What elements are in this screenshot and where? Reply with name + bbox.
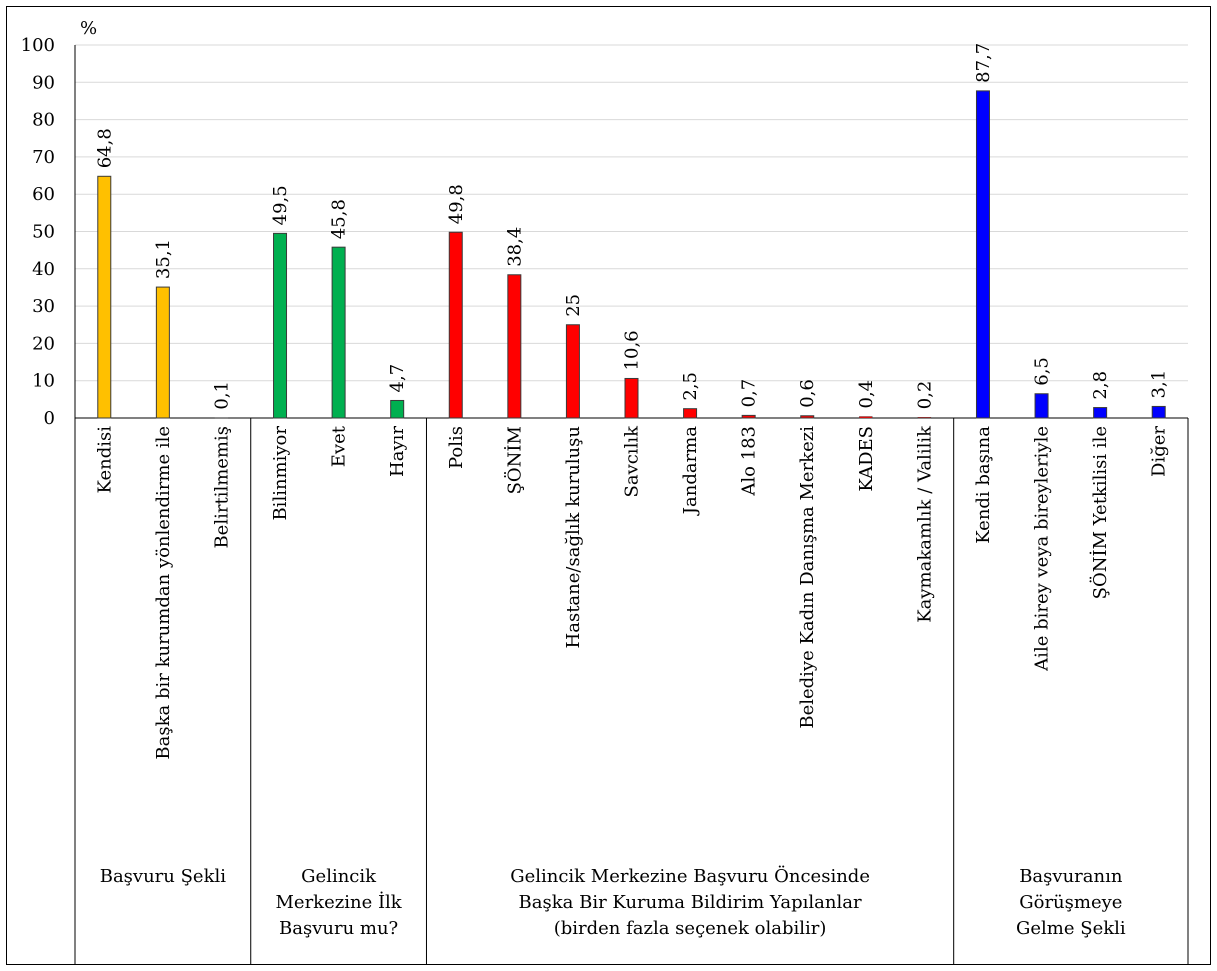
data-label: 6,5 bbox=[1032, 357, 1053, 386]
bar bbox=[1093, 407, 1108, 419]
category-label: Hayır bbox=[387, 426, 408, 477]
y-tick-label: 20 bbox=[32, 333, 55, 354]
data-label: 87,7 bbox=[973, 43, 994, 83]
bar bbox=[448, 231, 463, 419]
group-label-line: Gelme Şekli bbox=[1016, 918, 1126, 939]
data-label: 64,8 bbox=[94, 128, 115, 168]
data-label: 3,1 bbox=[1149, 370, 1170, 399]
category-label: Bilinmiyor bbox=[270, 426, 291, 521]
category-label: Polis bbox=[446, 426, 467, 469]
group-label-line: Gelincik Merkezine Başvuru Öncesinde bbox=[510, 864, 870, 887]
category-label: Belirtilmemiş bbox=[211, 426, 232, 549]
bar bbox=[975, 90, 990, 419]
grid bbox=[75, 44, 1188, 382]
bars bbox=[97, 90, 1166, 419]
group-label: Başvuranın Görüşmeye Gelme Şekli bbox=[1016, 866, 1126, 939]
category-label: Diğer bbox=[1149, 426, 1170, 477]
data-label: 2,8 bbox=[1090, 371, 1111, 400]
data-label: 0,6 bbox=[797, 379, 818, 408]
data-labels: 64,8 35,1 0,1 49,5 45,8 4,7 49,8 38,4 25 10,6 2,5 0… bbox=[94, 43, 1169, 410]
bar bbox=[1034, 393, 1049, 419]
bar bbox=[859, 416, 873, 419]
category-label: ŞÖNİM bbox=[502, 426, 525, 494]
y-tick-label: 70 bbox=[32, 147, 55, 168]
y-tick-label: 30 bbox=[32, 296, 55, 317]
category-label: Aile birey veya bireyleriyle bbox=[1032, 426, 1053, 672]
group-label-line: Merkezine İlk bbox=[275, 890, 402, 913]
data-label: 49,5 bbox=[270, 185, 291, 225]
data-label: 0,1 bbox=[211, 381, 232, 410]
group-label-line: Başvuranın bbox=[1019, 866, 1123, 887]
group-label-line: Başka Bir Kuruma Bildirim Yapılanlar bbox=[519, 892, 862, 913]
category-label: KADES bbox=[856, 426, 877, 492]
bar bbox=[917, 417, 932, 419]
group-label-line: Başvuru Şekli bbox=[100, 866, 227, 887]
bar bbox=[155, 286, 170, 419]
category-label: Kendi başına bbox=[973, 426, 994, 544]
bar bbox=[97, 175, 112, 419]
group-separators bbox=[74, 418, 1189, 964]
category-label: Belediye Kadın Danışma Merkezi bbox=[797, 426, 818, 729]
bar bbox=[1151, 405, 1166, 419]
group-label: Gelincik Merkezine İlk Başvuru mu? bbox=[275, 866, 402, 939]
category-label: Savcılık bbox=[622, 425, 643, 498]
data-label: 0,2 bbox=[914, 381, 935, 410]
data-label: 45,8 bbox=[329, 199, 350, 239]
category-label: Kaymakamlık / Valilik bbox=[914, 425, 935, 623]
chart-frame bbox=[6, 6, 1211, 965]
category-label: Kendisi bbox=[94, 426, 115, 494]
category-label: Evet bbox=[329, 425, 350, 467]
data-label: 35,1 bbox=[153, 239, 174, 279]
category-labels: Kendisi Başka bir kurumdan yönlendirme il… bbox=[94, 425, 1169, 760]
group-label-line: Başvuru mu? bbox=[279, 918, 398, 939]
bar bbox=[273, 232, 288, 419]
y-tick-label: 10 bbox=[32, 371, 55, 392]
y-tick-label: 60 bbox=[32, 184, 55, 205]
data-label: 10,6 bbox=[622, 330, 643, 370]
bar bbox=[507, 274, 522, 419]
bar bbox=[741, 414, 756, 419]
category-label: Jandarma bbox=[680, 426, 701, 516]
y-tick-label: 0 bbox=[44, 408, 55, 429]
bar bbox=[565, 324, 580, 419]
y-axis: 0 10 20 30 40 50 60 70 80 90 100 bbox=[21, 35, 1188, 429]
data-label: 0,4 bbox=[856, 380, 877, 409]
data-label: 2,5 bbox=[680, 372, 701, 401]
group-label-line: (birden fazla seçenek olabilir) bbox=[554, 918, 827, 939]
category-label: Başka bir kurumdan yönlendirme ile bbox=[153, 426, 174, 760]
data-label: 25 bbox=[563, 294, 584, 317]
data-label: 49,8 bbox=[446, 184, 467, 224]
group-label-line: Görüşmeye bbox=[1019, 892, 1122, 913]
category-label: Hastane/sağlık kuruluşu bbox=[563, 426, 584, 648]
group-label-line: Gelincik bbox=[301, 866, 377, 887]
bar bbox=[683, 408, 698, 419]
bar bbox=[390, 399, 405, 419]
bar bbox=[331, 246, 346, 419]
data-label: 4,7 bbox=[387, 364, 408, 393]
data-label: 0,7 bbox=[739, 379, 760, 408]
group-label: Başvuru Şekli bbox=[100, 866, 227, 887]
data-label: 38,4 bbox=[504, 227, 525, 267]
y-tick-label: 90 bbox=[32, 72, 55, 93]
group-label: Gelincik Merkezine Başvuru Öncesinde Başk… bbox=[510, 864, 870, 939]
bar bbox=[800, 415, 815, 419]
bar bbox=[624, 377, 639, 419]
y-tick-label: 50 bbox=[32, 222, 55, 243]
y-axis-label: % bbox=[80, 18, 97, 39]
y-tick-label: 40 bbox=[32, 259, 55, 280]
group-labels: Başvuru Şekli Gelincik Merkezine İlk Başvur… bbox=[100, 864, 1126, 939]
category-label: ŞÖNİM Yetkilisi ile bbox=[1088, 426, 1111, 599]
y-tick-label: 80 bbox=[32, 110, 55, 131]
category-label: Alo 183 bbox=[739, 426, 760, 497]
y-tick-label: 100 bbox=[21, 35, 55, 56]
